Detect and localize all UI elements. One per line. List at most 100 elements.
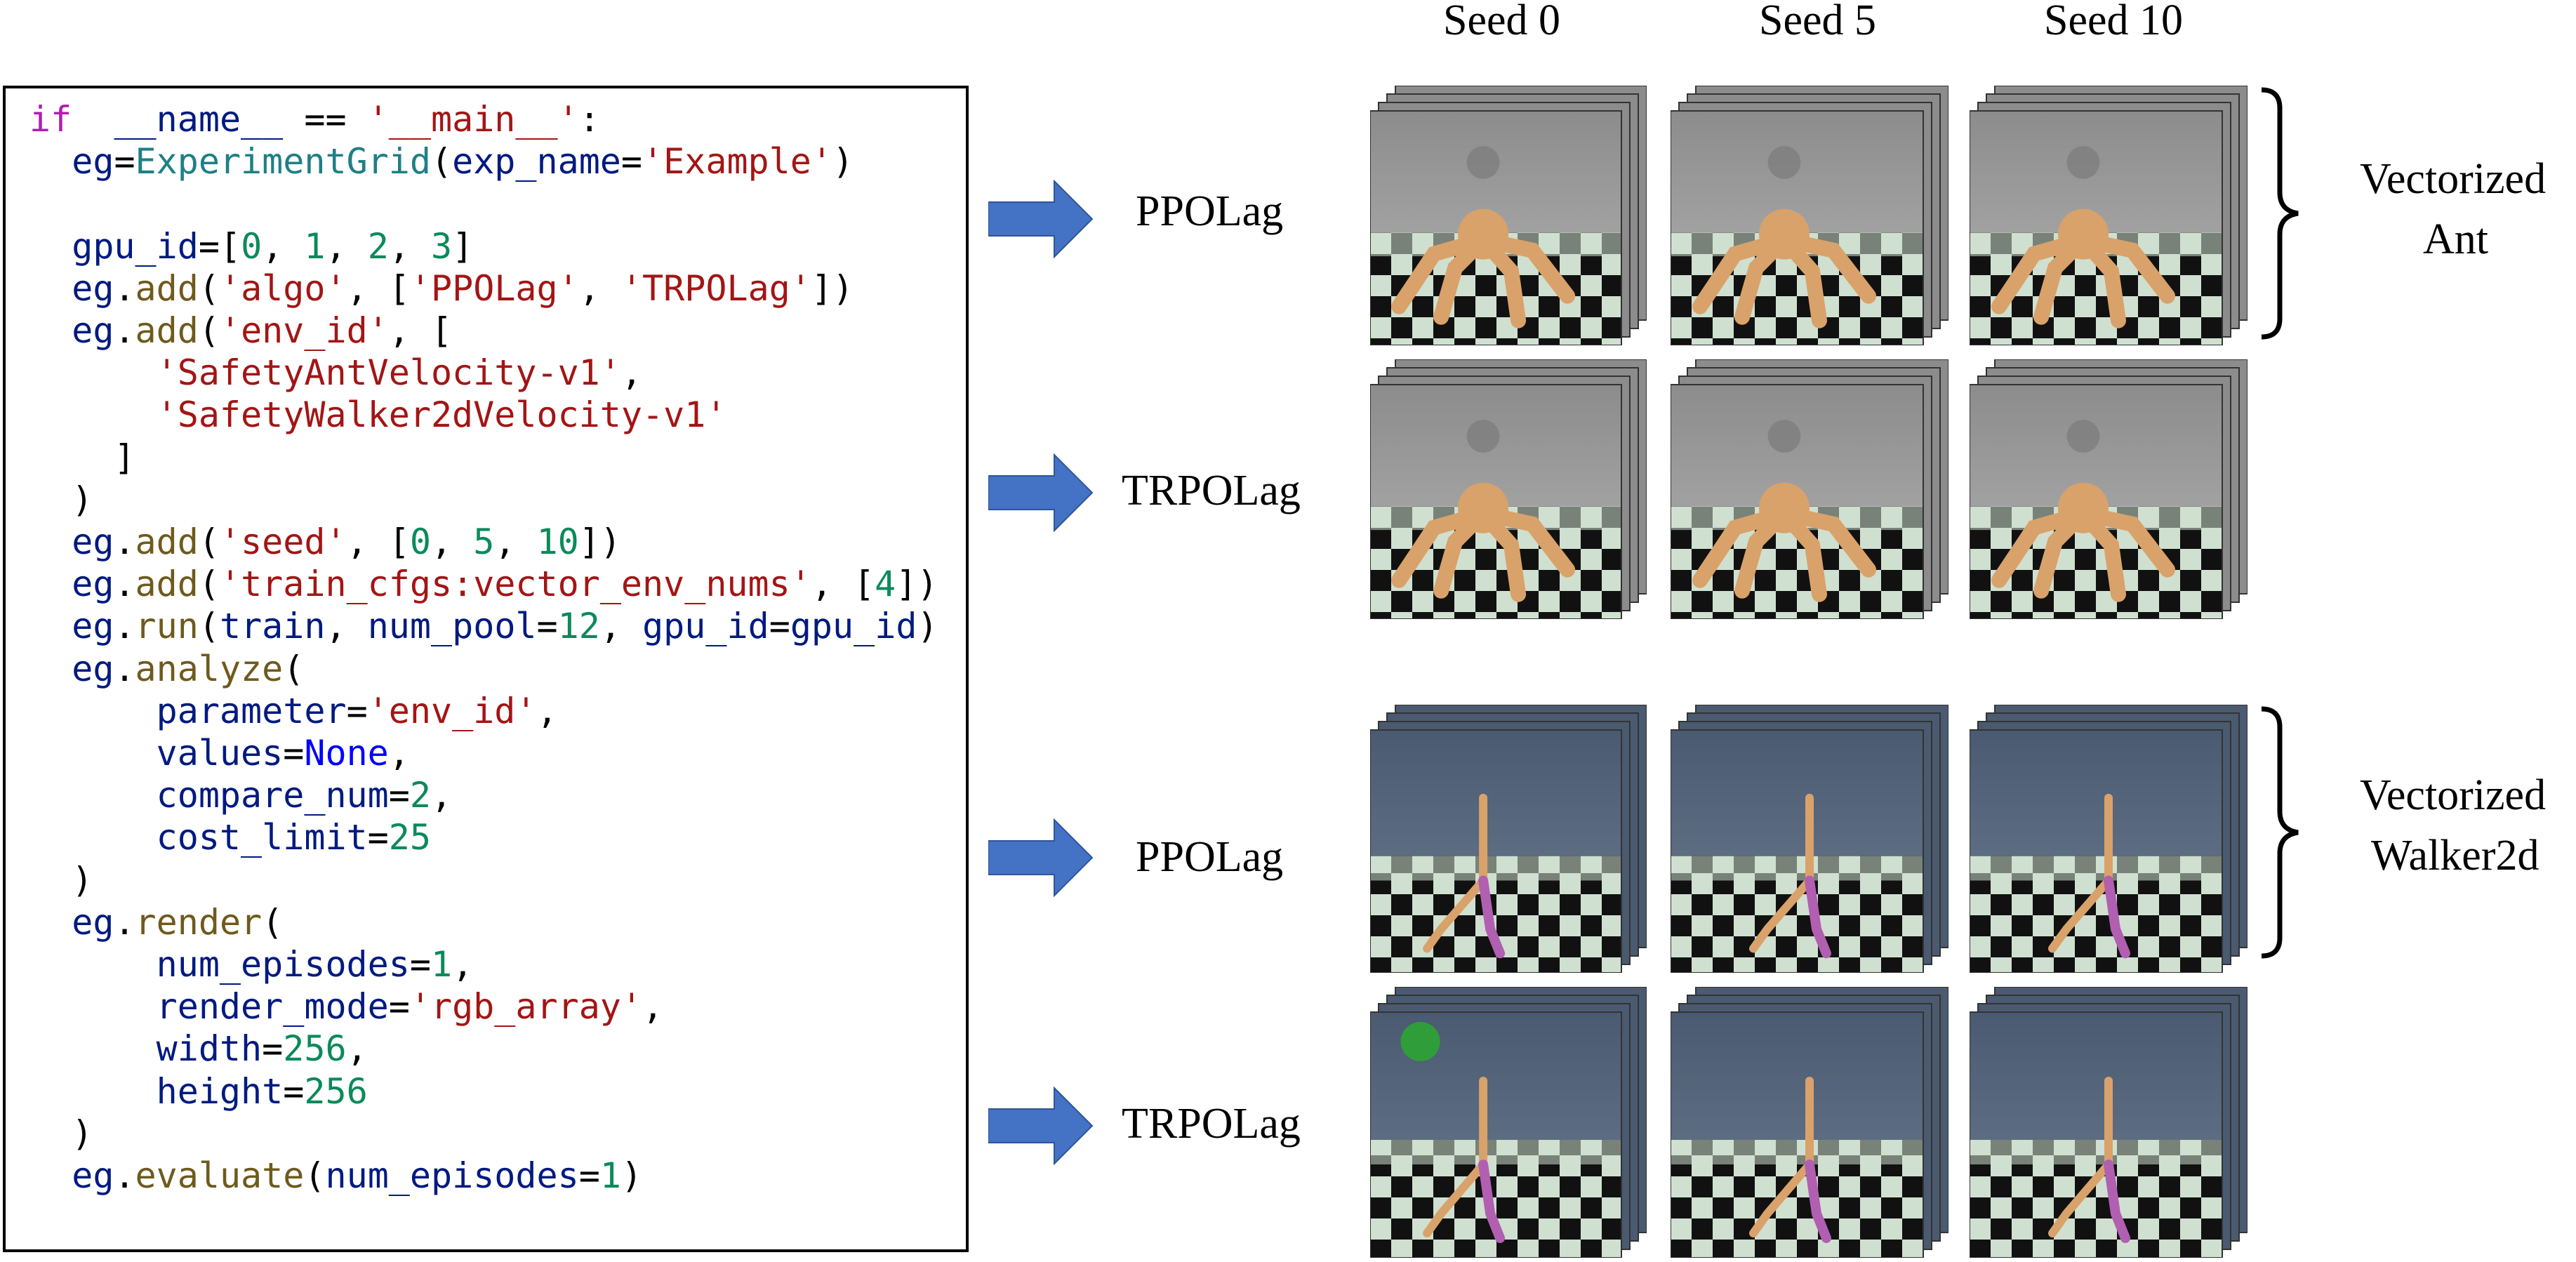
code-token: , [620, 352, 642, 394]
code-token: values [156, 733, 284, 774]
code-token: ( [198, 310, 220, 352]
code-token [29, 226, 72, 267]
code-token: , [642, 986, 664, 1028]
code-token: , [ [811, 564, 875, 605]
code-token: eg [72, 901, 114, 943]
code-token: = [262, 1028, 284, 1070]
code-token: if [29, 99, 72, 140]
seed-header-5: Seed 5 [1759, 0, 1877, 44]
arrow-icon [988, 818, 1094, 897]
code-token: 2 [367, 225, 389, 267]
code-token [29, 944, 157, 985]
code-token: ( [262, 901, 284, 943]
code-token: = [346, 690, 368, 731]
code-token: : [578, 99, 600, 140]
code-token: 'env_id' [219, 310, 389, 352]
code-token: eg [72, 564, 114, 605]
render-frame-stack [1370, 86, 1647, 345]
env-label-walker-line2: Walker2d [2371, 832, 2540, 879]
code-token: = [388, 986, 410, 1028]
code-token: = [283, 733, 305, 774]
code-token: , [ [388, 310, 453, 352]
code-token: 'SafetyAntVelocity-v1' [156, 352, 621, 394]
code-token: 3 [431, 225, 453, 267]
code-token: , [388, 225, 432, 267]
code-token [29, 817, 157, 858]
code-token: eg [72, 522, 114, 563]
code-token: , [388, 733, 410, 774]
algo-label-trpolag-walker: TRPOLag [1122, 1100, 1301, 1148]
render-frame-stack [1970, 705, 2248, 973]
code-token: ( [283, 648, 305, 689]
code-token: . [114, 1155, 135, 1197]
code-token [29, 1071, 157, 1112]
code-token: 256 [283, 1028, 347, 1070]
code-token: ) [29, 1112, 93, 1154]
code-token: , [346, 1028, 368, 1070]
code-token: , [494, 522, 537, 563]
code-token: 10 [536, 522, 579, 563]
code-token: ]) [896, 564, 938, 605]
code-token: . [114, 648, 135, 689]
code-token: render [135, 901, 263, 943]
env-label-walker-line1: Vectorized [2360, 771, 2547, 819]
code-token: eg [72, 648, 114, 689]
code-token [29, 352, 157, 393]
code-token: ]) [578, 522, 621, 563]
code-token: 0 [241, 225, 263, 267]
code-token: compare_num [156, 775, 389, 816]
code-token: = [409, 944, 431, 985]
code-panel: if __name__ == '__main__': eg=Experiment… [3, 86, 969, 1252]
code-token: 1 [304, 225, 326, 267]
code-token: ( [198, 267, 220, 309]
code-token: 'env_id' [367, 690, 537, 731]
code-token: exp_name [452, 141, 621, 182]
code-token: = [620, 141, 643, 182]
code-token: . [114, 901, 135, 943]
code-token: ]) [811, 267, 854, 309]
code-token: ) [29, 479, 93, 520]
code-token: 'TRPOLag' [620, 267, 811, 309]
code-token: = [769, 606, 790, 647]
code-token: eg [72, 141, 114, 182]
code-token: ) [832, 141, 854, 182]
code-token: , [ [346, 522, 410, 563]
code-token: eg [72, 310, 114, 352]
code-token [29, 1028, 157, 1069]
code-token: __name__ [114, 99, 284, 140]
code-token: , [431, 522, 474, 563]
arrow-icon [988, 180, 1094, 258]
code-token: ) [29, 859, 93, 901]
code-token: ExperimentGrid [135, 141, 431, 182]
code-listing: if __name__ == '__main__': eg=Experiment… [29, 98, 938, 1197]
code-token: num_episodes [325, 1155, 579, 1197]
env-label-ant-line2: Ant [2423, 215, 2488, 263]
code-token: . [114, 267, 135, 309]
code-token [29, 775, 157, 816]
code-token: , [325, 606, 368, 647]
code-token: , [599, 606, 643, 647]
code-token: add [135, 310, 199, 352]
algo-label-ppolag-ant: PPOLag [1136, 187, 1284, 235]
code-token: 'PPOLag' [409, 267, 579, 309]
code-token: . [114, 522, 135, 563]
code-token: gpu_id [642, 606, 769, 647]
code-token: 1 [430, 944, 453, 985]
code-token: train [219, 606, 326, 647]
code-token: , [536, 690, 558, 731]
code-token: evaluate [135, 1155, 305, 1197]
code-token: = [283, 1070, 305, 1112]
code-token [29, 902, 72, 943]
arrow-icon [988, 453, 1094, 532]
code-token: num_pool [367, 606, 537, 647]
render-frame-stack [1671, 705, 1948, 973]
render-frame-stack [1970, 86, 2248, 345]
code-token: 0 [409, 522, 432, 563]
code-token: 5 [473, 522, 495, 563]
code-token: = [114, 141, 135, 182]
render-frame-stack [1370, 705, 1647, 973]
code-token: ( [198, 564, 220, 605]
code-token: ) [917, 606, 938, 647]
code-token: height [156, 1070, 284, 1112]
code-token: . [114, 310, 135, 352]
